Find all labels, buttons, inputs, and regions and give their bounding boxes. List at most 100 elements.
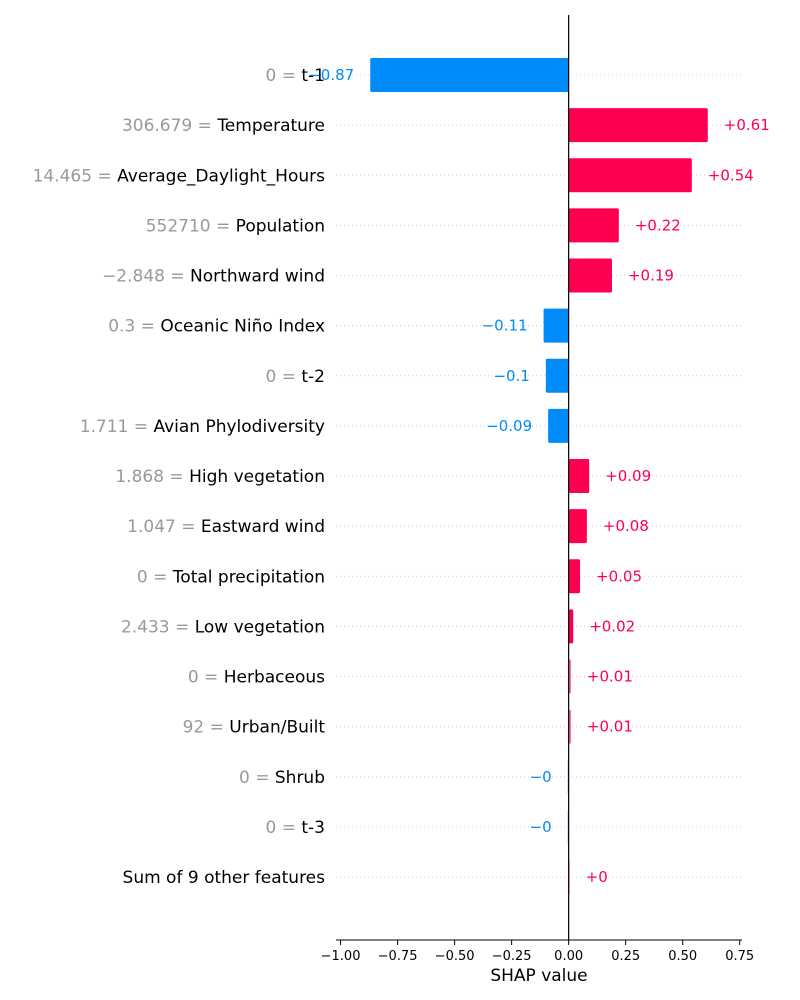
feature-name: t-2 [301,367,325,387]
feature-value: 552710 [146,216,211,236]
x-tick-label: −0.50 [435,949,475,964]
shap-bar [548,408,569,443]
bar-value-label: +0.22 [635,216,681,234]
shap-bar [568,258,612,293]
feature-value: 0 [265,367,276,387]
feature-label: 0 = Herbaceous [188,668,325,688]
feature-equals: = [164,467,189,487]
feature-equals: = [92,166,117,186]
feature-name: t-1 [301,66,325,86]
feature-value: 1.868 [115,467,164,487]
feature-equals: = [176,517,201,537]
feature-value: 0 [239,768,250,788]
feature-equals: = [148,567,173,587]
shap-bar [568,559,581,594]
row-guides [336,74,742,878]
feature-value: 1.711 [80,417,129,437]
feature-value: 0 [137,567,148,587]
feature-name: Northward wind [190,267,325,287]
feature-equals: = [276,818,301,838]
feature-value: −2.848 [102,267,165,287]
shap-bar [545,358,569,393]
feature-name: Herbaceous [224,668,325,688]
feature-equals: = [204,718,229,738]
feature-value: 0 [188,668,199,688]
shap-bar [568,108,708,143]
feature-equals: = [170,617,195,637]
bar-value-labels: −0.87 +0.61 +0.54 +0.22 +0.19 −0.11 −0.1 −0.09 +… [308,66,770,886]
feature-equals: = [135,317,160,337]
bar-value-label: −0.11 [482,317,528,335]
x-tick-label: 0.75 [725,949,754,964]
feature-equals: = [276,66,301,86]
bar-value-label: −0.09 [486,417,532,435]
feature-value: 0 [265,66,276,86]
feature-label: 92 = Urban/Built [183,718,326,738]
feature-name: Temperature [216,116,325,136]
bar-value-label: −0.1 [493,367,529,385]
x-tick-label: 0.50 [668,949,697,964]
feature-value: 306.679 [122,116,192,136]
x-tick-label: −0.75 [378,949,418,964]
feature-name: Low vegetation [195,617,325,637]
bar-value-label: +0.08 [603,517,649,535]
bar-value-label: +0.54 [708,166,754,184]
bar-value-label: +0.19 [628,267,674,285]
feature-name: t-3 [301,818,325,838]
feature-name: Eastward wind [201,517,325,537]
shap-bar [543,308,569,343]
feature-name: Shrub [275,768,325,788]
feature-labels: 0 = t-1 306.679 = Temperature 14.465 = Ave… [33,66,326,888]
shap-bar [568,208,619,243]
feature-name: Avian Phylodiversity [153,417,325,437]
bar-value-label: +0 [586,868,608,886]
feature-label: 552710 = Population [146,216,325,236]
feature-name: Oceanic Niño Index [160,317,325,337]
feature-name: Total precipitation [172,567,325,587]
x-tick-label: −0.25 [492,949,532,964]
feature-equals: = [128,417,153,437]
bar-value-label: −0 [530,818,552,836]
feature-name: High vegetation [189,467,325,487]
x-ticks: −1.00 −0.75 −0.50 −0.25 0.00 0.25 0.50 0.75 [321,940,754,964]
feature-value: 92 [183,718,205,738]
bar-value-label: −0.87 [308,66,354,84]
feature-value: 14.465 [33,166,92,186]
bar-value-label: −0 [530,768,552,786]
feature-label: 0 = Shrub [239,768,325,788]
feature-label: 0 = t-3 [265,818,325,838]
feature-label: 1.711 = Avian Phylodiversity [80,417,325,437]
bar-value-label: +0.01 [587,718,633,736]
feature-value: 1.047 [127,517,176,537]
feature-equals: = [250,768,275,788]
shap-bar [568,509,587,544]
shap-bar [568,609,574,644]
feature-equals: = [165,267,190,287]
feature-label: 14.465 = Average_Daylight_Hours [33,166,326,186]
feature-equals: = [192,116,217,136]
feature-label: 2.433 = Low vegetation [121,617,325,637]
feature-label: 0 = t-1 [265,66,325,86]
feature-equals: = [276,367,301,387]
shap-bar [568,158,692,193]
feature-label: 306.679 = Temperature [122,116,325,136]
x-tick-label: −1.00 [321,949,361,964]
feature-name: Sum of 9 other features [123,868,326,888]
bar-value-label: +0.01 [587,668,633,686]
bar-value-label: +0.05 [596,567,642,585]
feature-label: 1.047 = Eastward wind [127,517,325,537]
bar-value-label: +0.02 [589,617,635,635]
feature-equals: = [199,668,224,688]
bar-value-label: +0.61 [724,116,770,134]
bar-value-label: +0.09 [605,467,651,485]
x-tick-label: 0.00 [554,949,583,964]
shap-bar [370,58,569,92]
feature-label: 1.868 = High vegetation [115,467,325,487]
feature-label: Sum of 9 other features [123,868,326,888]
feature-value: 0 [265,818,276,838]
feature-label: −2.848 = Northward wind [102,267,325,287]
feature-label: 0.3 = Oceanic Niño Index [108,317,325,337]
x-axis-title: SHAP value [490,966,587,986]
feature-value: 0.3 [108,317,135,337]
